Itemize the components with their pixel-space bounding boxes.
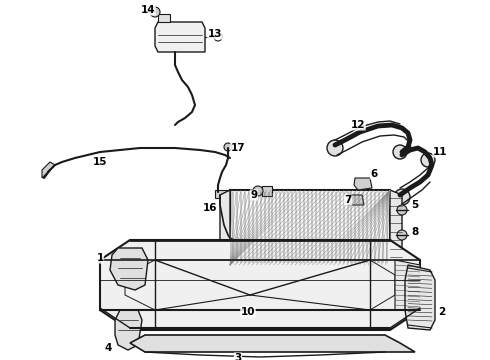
Polygon shape xyxy=(354,178,372,190)
Circle shape xyxy=(214,33,222,41)
Text: 17: 17 xyxy=(231,143,245,153)
Circle shape xyxy=(394,189,410,205)
Text: 8: 8 xyxy=(412,227,418,237)
Polygon shape xyxy=(390,190,402,265)
Text: 13: 13 xyxy=(208,29,222,39)
Circle shape xyxy=(421,153,435,167)
Text: 3: 3 xyxy=(234,353,242,360)
Polygon shape xyxy=(348,195,364,205)
Text: 15: 15 xyxy=(93,157,107,167)
Text: 16: 16 xyxy=(203,203,217,213)
Text: 11: 11 xyxy=(433,147,447,157)
Polygon shape xyxy=(230,190,390,265)
Polygon shape xyxy=(215,190,228,198)
Polygon shape xyxy=(42,162,55,178)
Text: 4: 4 xyxy=(104,343,112,353)
Circle shape xyxy=(150,7,160,17)
Polygon shape xyxy=(100,240,420,330)
Polygon shape xyxy=(220,190,230,265)
Polygon shape xyxy=(262,186,272,196)
Circle shape xyxy=(393,145,407,159)
Text: 5: 5 xyxy=(412,200,418,210)
Circle shape xyxy=(397,205,407,215)
Text: 12: 12 xyxy=(351,120,365,130)
Polygon shape xyxy=(155,22,205,52)
Text: 6: 6 xyxy=(370,169,378,179)
Text: 7: 7 xyxy=(344,195,352,205)
Text: 9: 9 xyxy=(250,190,258,200)
Polygon shape xyxy=(130,335,415,352)
Text: 2: 2 xyxy=(439,307,445,317)
Polygon shape xyxy=(395,260,422,310)
Circle shape xyxy=(224,143,232,151)
Polygon shape xyxy=(115,310,142,350)
Polygon shape xyxy=(158,14,170,22)
Text: 14: 14 xyxy=(141,5,155,15)
Circle shape xyxy=(327,140,343,156)
Circle shape xyxy=(397,230,407,240)
Text: 10: 10 xyxy=(241,307,255,317)
Circle shape xyxy=(253,186,263,196)
Polygon shape xyxy=(405,265,435,330)
Polygon shape xyxy=(110,248,148,290)
Text: 1: 1 xyxy=(97,253,103,263)
